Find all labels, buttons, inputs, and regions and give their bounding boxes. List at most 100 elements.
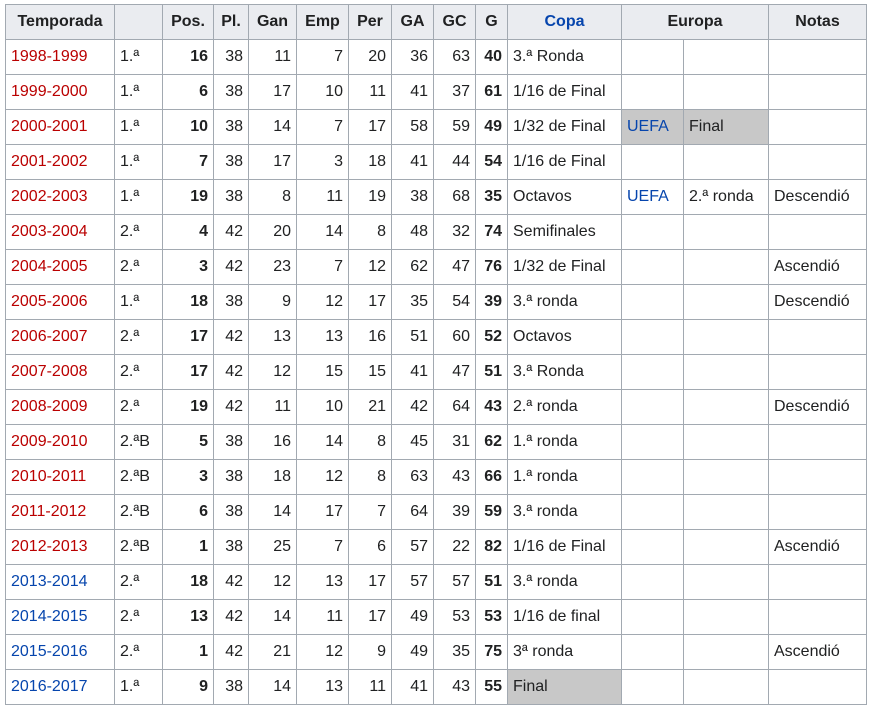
season-link[interactable]: 2004-2005 — [11, 258, 88, 275]
won-cell: 14 — [248, 494, 297, 530]
header-copa[interactable]: Copa — [507, 4, 622, 40]
season-link[interactable]: 2003-2004 — [11, 223, 88, 240]
notes-cell — [768, 214, 867, 250]
position-cell: 18 — [162, 564, 214, 600]
europa-round-cell: Final — [683, 109, 769, 145]
division-cell: 2.ªB — [114, 424, 163, 460]
europa-competition-cell: UEFA — [621, 109, 684, 145]
points-cell: 82 — [475, 529, 508, 565]
header-gan[interactable]: Gan — [248, 4, 297, 40]
season-link[interactable]: 1999-2000 — [11, 83, 88, 100]
season-link[interactable]: 2002-2003 — [11, 188, 88, 205]
season-link[interactable]: 2009-2010 — [11, 433, 88, 450]
played-cell: 38 — [213, 39, 249, 75]
drawn-cell: 11 — [296, 599, 349, 635]
goals-against-cell: 22 — [433, 529, 476, 565]
season-link[interactable]: 2013-2014 — [11, 573, 88, 590]
header-europa[interactable]: Europa — [621, 4, 769, 40]
position-cell: 3 — [162, 459, 214, 495]
lost-cell: 17 — [348, 284, 392, 320]
goals-for-cell: 49 — [391, 634, 434, 670]
lost-cell: 18 — [348, 144, 392, 180]
season-link[interactable]: 2000-2001 — [11, 118, 88, 135]
header-emp[interactable]: Emp — [296, 4, 349, 40]
europa-competition-cell — [621, 564, 684, 600]
header-division[interactable] — [114, 4, 163, 40]
season-link[interactable]: 2008-2009 — [11, 398, 88, 415]
copa-link[interactable]: Copa — [544, 13, 585, 30]
points-cell: 76 — [475, 249, 508, 285]
table-row: 2013-2014 2.ª 18 42 12 13 17 57 57 51 3.ª ronda — [5, 564, 867, 600]
table-row: 1998-1999 1.ª 16 38 11 7 20 36 63 40 3.ª Ronda — [5, 39, 867, 75]
division-cell: 2.ª — [114, 564, 163, 600]
notes-cell — [768, 494, 867, 530]
goals-against-cell: 59 — [433, 109, 476, 145]
table-row: 2012-2013 2.ªB 1 38 25 7 6 57 22 82 1/16 de Final A… — [5, 529, 867, 565]
season-link[interactable]: 2011-2012 — [11, 503, 87, 520]
season-link[interactable]: 2014-2015 — [11, 608, 88, 625]
season-link[interactable]: 2010-2011 — [11, 468, 87, 485]
header-gc[interactable]: GC — [433, 4, 476, 40]
season-link[interactable]: 2012-2013 — [11, 538, 88, 555]
europa-round-cell — [683, 669, 769, 705]
won-cell: 25 — [248, 529, 297, 565]
points-cell: 59 — [475, 494, 508, 530]
season-link[interactable]: 2007-2008 — [11, 363, 88, 380]
season-link[interactable]: 2016-2017 — [11, 678, 88, 695]
europa-competition-cell — [621, 634, 684, 670]
lost-cell: 9 — [348, 634, 392, 670]
season-link[interactable]: 2005-2006 — [11, 293, 88, 310]
table-row: 2014-2015 2.ª 13 42 14 11 17 49 53 53 1/16 de fina… — [5, 599, 867, 635]
copa-cell: Final — [507, 669, 622, 705]
europa-competition-cell — [621, 459, 684, 495]
position-cell: 3 — [162, 249, 214, 285]
division-cell: 2.ª — [114, 634, 163, 670]
points-cell: 40 — [475, 39, 508, 75]
europa-competition-cell — [621, 529, 684, 565]
won-cell: 18 — [248, 459, 297, 495]
drawn-cell: 7 — [296, 109, 349, 145]
season-cell: 2001-2002 — [5, 144, 115, 180]
table-row: 2003-2004 2.ª 4 42 20 14 8 48 32 74 Semifinales — [5, 214, 867, 250]
division-cell: 2.ª — [114, 389, 163, 425]
notes-cell: Ascendió — [768, 529, 867, 565]
season-link[interactable]: 1998-1999 — [11, 48, 88, 65]
drawn-cell: 17 — [296, 494, 349, 530]
goals-against-cell: 54 — [433, 284, 476, 320]
header-pos[interactable]: Pos. — [162, 4, 214, 40]
notes-cell — [768, 109, 867, 145]
played-cell: 38 — [213, 669, 249, 705]
copa-cell: 1.ª ronda — [507, 424, 622, 460]
season-results-table: Temporada Pos. Pl. Gan Emp Per GA GC G C… — [5, 4, 867, 705]
drawn-cell: 10 — [296, 389, 349, 425]
division-cell: 2.ªB — [114, 494, 163, 530]
goals-for-cell: 41 — [391, 144, 434, 180]
position-cell: 13 — [162, 599, 214, 635]
header-pl[interactable]: Pl. — [213, 4, 249, 40]
europa-competition-cell — [621, 319, 684, 355]
lost-cell: 11 — [348, 74, 392, 110]
header-ga[interactable]: GA — [391, 4, 434, 40]
drawn-cell: 10 — [296, 74, 349, 110]
europa-competition-link[interactable]: UEFA — [627, 118, 669, 135]
header-per[interactable]: Per — [348, 4, 392, 40]
europa-competition-cell — [621, 424, 684, 460]
won-cell: 12 — [248, 354, 297, 390]
europa-round-cell — [683, 144, 769, 180]
lost-cell: 8 — [348, 459, 392, 495]
season-link[interactable]: 2015-2016 — [11, 643, 88, 660]
header-notas[interactable]: Notas — [768, 4, 867, 40]
won-cell: 8 — [248, 179, 297, 215]
division-cell: 2.ªB — [114, 459, 163, 495]
copa-cell: Octavos — [507, 179, 622, 215]
europa-round-cell — [683, 599, 769, 635]
lost-cell: 6 — [348, 529, 392, 565]
season-link[interactable]: 2001-2002 — [11, 153, 88, 170]
europa-competition-link[interactable]: UEFA — [627, 188, 669, 205]
header-temporada[interactable]: Temporada — [5, 4, 115, 40]
europa-round-cell — [683, 564, 769, 600]
lost-cell: 17 — [348, 599, 392, 635]
header-g[interactable]: G — [475, 4, 508, 40]
season-link[interactable]: 2006-2007 — [11, 328, 88, 345]
division-cell: 1.ª — [114, 669, 163, 705]
